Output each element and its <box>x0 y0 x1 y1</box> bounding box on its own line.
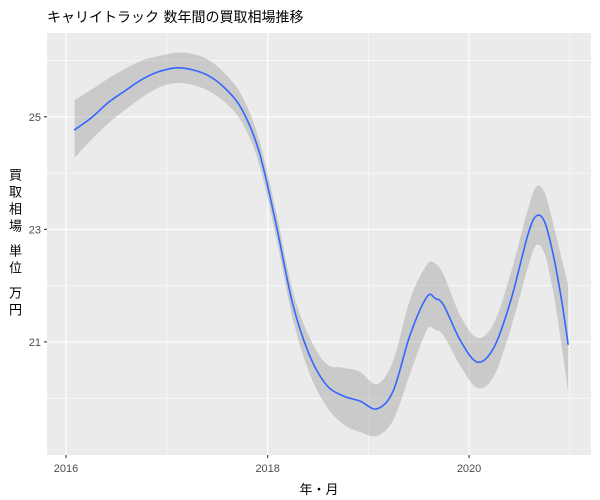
x-tick-label: 2016 <box>54 463 78 475</box>
chart-title: キャリイトラック 数年間の買取相場推移 <box>47 10 303 26</box>
plot-panel <box>47 33 591 455</box>
x-tick-label: 2018 <box>255 463 279 475</box>
y-tick-label: 21 <box>29 337 41 349</box>
minor-gridlines <box>47 33 591 455</box>
y-tick-label: 23 <box>29 224 41 236</box>
smooth-line <box>73 67 569 410</box>
major-gridlines <box>47 33 591 455</box>
x-axis-title: 年・月 <box>299 483 338 498</box>
x-axis: 2016 2018 2020 <box>54 455 481 475</box>
y-axis: 21 23 25 <box>29 112 47 349</box>
y-tick-label: 25 <box>29 112 41 124</box>
smooth-line-layer <box>73 67 569 410</box>
y-axis-title: 買取相場 単位 万円 <box>6 167 21 321</box>
x-tick-label: 2020 <box>457 463 481 475</box>
